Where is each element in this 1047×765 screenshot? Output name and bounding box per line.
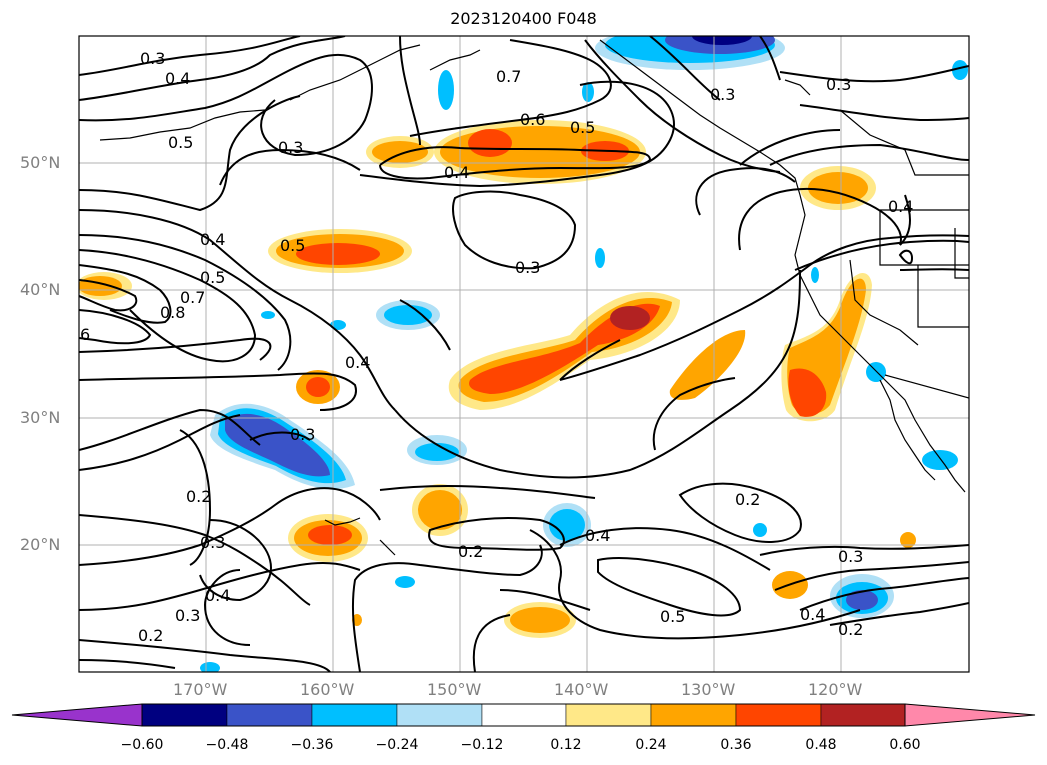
contour-label: 0.2	[186, 487, 211, 506]
colorbar-segment	[565, 703, 652, 727]
colorbar-over-arrow	[904, 703, 1036, 727]
colorbar-segment	[141, 703, 228, 727]
contour-label: 0.6	[520, 110, 545, 129]
lon-label: 150°W	[427, 680, 482, 699]
contour-label: 0.8	[160, 303, 185, 322]
contour-label: 0.3	[515, 258, 540, 277]
colorbar-tick-label: 0.24	[635, 737, 667, 753]
contour-label: 0.2	[735, 490, 760, 509]
contour-label: 0.5	[168, 133, 193, 152]
contour-label: 0.4	[585, 526, 610, 545]
colorbar-tick-label: 0.12	[550, 737, 582, 753]
contour-lines	[79, 36, 969, 672]
negative-anomaly-shading	[200, 36, 968, 672]
lat-label: 30°N	[20, 408, 61, 427]
contour-label: 0.3	[826, 75, 851, 94]
positive-anomaly-shading	[79, 120, 916, 638]
colorbar-segment	[226, 703, 313, 727]
colorbar-tick-label: −0.48	[205, 737, 249, 753]
contour-label: 0.7	[180, 288, 205, 307]
colorbar-tick-label: −0.36	[290, 737, 334, 753]
contour-label: 0.3	[200, 533, 225, 552]
contour-label: 0.4	[800, 605, 825, 624]
plot-border	[78, 35, 970, 673]
contour-label: 0.5	[200, 268, 225, 287]
lon-label: 120°W	[808, 680, 863, 699]
colorbar-tick-label: −0.60	[120, 737, 164, 753]
colorbar	[11, 703, 1036, 727]
contour-label: 0.3	[710, 85, 735, 104]
lon-label: 130°W	[681, 680, 736, 699]
contour-label: 0.4	[205, 586, 230, 605]
colorbar-segment	[650, 703, 737, 727]
contour-label: 0.5	[660, 607, 685, 626]
contour-label: 0.4	[888, 197, 913, 216]
colorbar-segment	[311, 703, 398, 727]
contour-label: 6	[80, 325, 90, 344]
contour-label: 0.5	[280, 236, 305, 255]
contour-label: 0.4	[200, 230, 225, 249]
contour-label: 0.3	[140, 49, 165, 68]
lat-label: 40°N	[20, 280, 61, 299]
colorbar-segment	[735, 703, 822, 727]
field-layer	[79, 36, 969, 672]
lat-label: 50°N	[20, 153, 61, 172]
colorbar-segment	[820, 703, 906, 727]
colorbar-segment	[481, 703, 567, 727]
colorbar-tick-label: −0.12	[460, 737, 504, 753]
contour-label: 0.5	[570, 118, 595, 137]
contour-label: 0.3	[838, 547, 863, 566]
map-title: 2023120400 F048	[450, 9, 597, 28]
lat-label: 20°N	[20, 535, 61, 554]
lon-label: 170°W	[173, 680, 228, 699]
contour-label: 0.7	[496, 67, 521, 86]
colorbar-tick-label: 0.48	[805, 737, 837, 753]
contour-label: 0.3	[175, 606, 200, 625]
contour-label-group: 0.3 0.4 0.5 0.3 0.7 0.6 0.5 0.3 0.3 0.4 …	[80, 49, 913, 645]
contour-label: 0.2	[458, 542, 483, 561]
contour-label: 0.2	[138, 626, 163, 645]
colorbar-tick-label: 0.60	[889, 737, 921, 753]
lon-label: 160°W	[300, 680, 355, 699]
colorbar-tick-label: −0.24	[375, 737, 419, 753]
contour-label: 0.4	[345, 353, 370, 372]
contour-label: 0.3	[290, 425, 315, 444]
contour-label: 0.2	[838, 620, 863, 639]
colorbar-tick-label: 0.36	[720, 737, 752, 753]
contour-label: 0.3	[278, 138, 303, 157]
colorbar-segment	[396, 703, 483, 727]
lon-label: 140°W	[554, 680, 609, 699]
colorbar-under-arrow	[11, 703, 143, 727]
contour-label: 0.4	[165, 69, 190, 88]
contour-label: 0.4	[444, 163, 469, 182]
